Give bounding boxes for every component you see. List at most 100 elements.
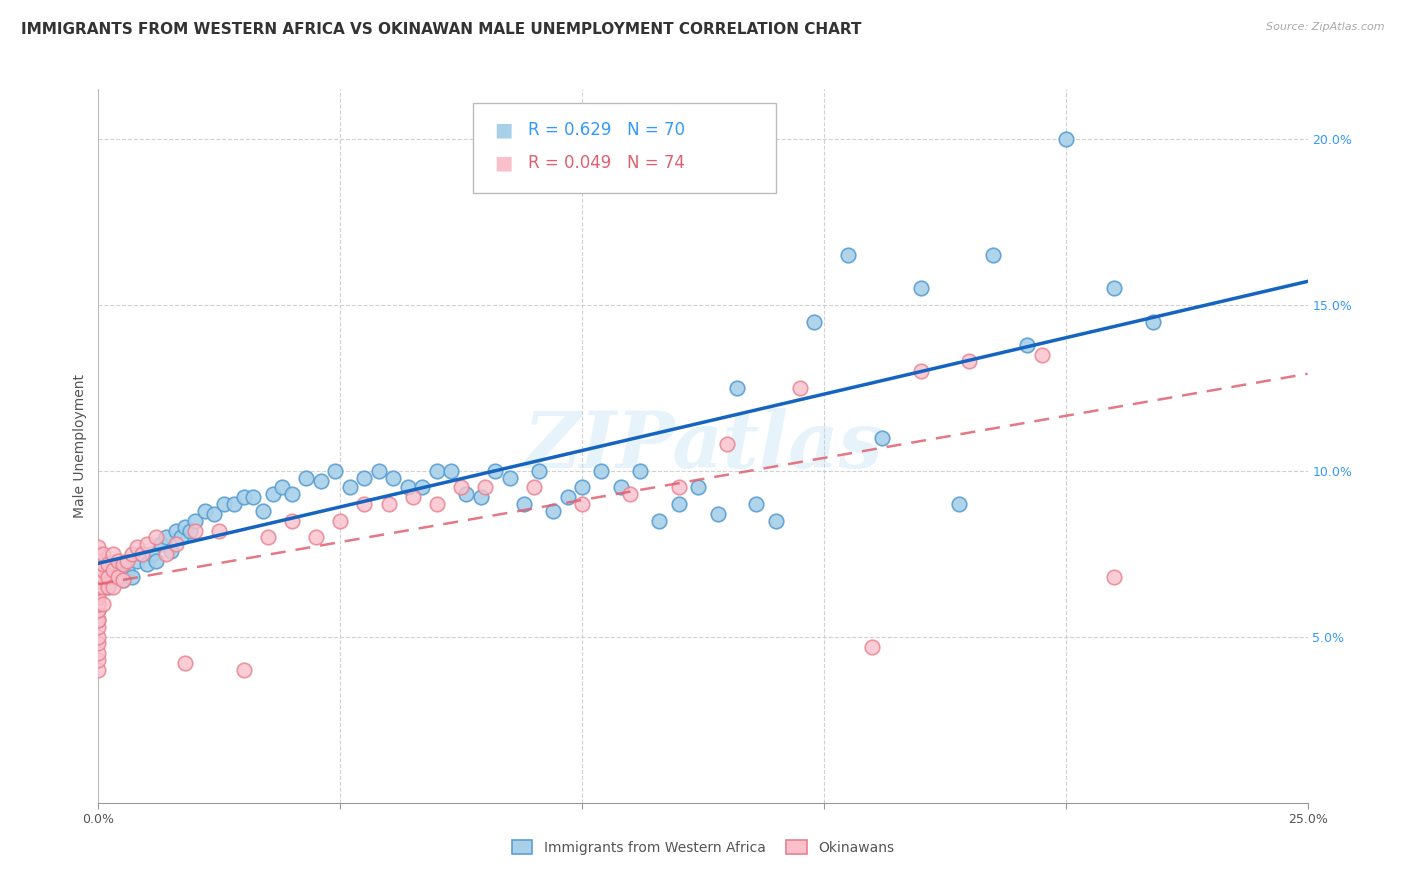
Point: [870, 431, 893, 445]
Point: [571, 497, 593, 511]
Point: [127, 553, 149, 567]
Point: [368, 464, 391, 478]
Point: [256, 530, 278, 544]
Point: [281, 487, 304, 501]
Point: [527, 464, 550, 478]
FancyBboxPatch shape: [474, 103, 776, 193]
Point: [107, 570, 129, 584]
Point: [1102, 281, 1125, 295]
Point: [141, 547, 163, 561]
Point: [87, 574, 110, 588]
Text: ■: ■: [494, 120, 512, 139]
Point: [910, 281, 932, 295]
Point: [305, 530, 328, 544]
Point: [87, 636, 110, 650]
Point: [111, 574, 134, 588]
Point: [87, 663, 110, 677]
Point: [87, 547, 110, 561]
Point: [765, 514, 787, 528]
Point: [571, 481, 593, 495]
Point: [174, 520, 197, 534]
Point: [107, 553, 129, 567]
Point: [97, 570, 120, 584]
Point: [353, 497, 375, 511]
Point: [194, 504, 217, 518]
Point: [668, 481, 690, 495]
Point: [208, 524, 231, 538]
Point: [1015, 338, 1038, 352]
Point: [610, 481, 633, 495]
Point: [117, 564, 139, 578]
Point: [860, 640, 883, 654]
Point: [165, 537, 187, 551]
Point: [1102, 570, 1125, 584]
Point: [232, 663, 254, 677]
Point: [948, 497, 970, 511]
Point: [87, 590, 110, 604]
Point: [174, 657, 197, 671]
Point: [382, 470, 405, 484]
Point: [91, 557, 114, 571]
Point: [155, 530, 177, 544]
Point: [87, 653, 110, 667]
Point: [523, 481, 546, 495]
Text: ZIPatlas: ZIPatlas: [523, 408, 883, 484]
Point: [204, 507, 226, 521]
Point: [91, 580, 114, 594]
Point: [135, 557, 157, 571]
Point: [87, 587, 110, 601]
Point: [513, 497, 536, 511]
Point: [1031, 348, 1053, 362]
Text: R = 0.629   N = 70: R = 0.629 N = 70: [527, 121, 685, 139]
Point: [329, 514, 352, 528]
Point: [145, 530, 167, 544]
Point: [87, 597, 110, 611]
Point: [541, 504, 564, 518]
Point: [377, 497, 399, 511]
Point: [498, 470, 520, 484]
Point: [87, 597, 110, 611]
Point: [474, 481, 496, 495]
Point: [87, 603, 110, 617]
Point: [325, 464, 347, 478]
Point: [232, 491, 254, 505]
Point: [97, 580, 120, 594]
Point: [396, 481, 419, 495]
Point: [131, 547, 153, 561]
Text: IMMIGRANTS FROM WESTERN AFRICA VS OKINAWAN MALE UNEMPLOYMENT CORRELATION CHART: IMMIGRANTS FROM WESTERN AFRICA VS OKINAW…: [21, 22, 862, 37]
Point: [169, 530, 191, 544]
Point: [981, 248, 1004, 262]
Point: [97, 557, 120, 571]
Point: [101, 547, 124, 561]
Point: [591, 464, 613, 478]
Point: [222, 497, 245, 511]
Point: [426, 464, 449, 478]
Point: [470, 491, 492, 505]
Point: [87, 540, 110, 554]
Point: [619, 487, 641, 501]
Point: [117, 553, 139, 567]
Point: [803, 314, 825, 328]
Point: [150, 537, 173, 551]
Point: [725, 381, 748, 395]
Point: [91, 564, 114, 578]
Point: [184, 514, 207, 528]
Point: [91, 547, 114, 561]
Point: [454, 487, 477, 501]
Point: [402, 491, 425, 505]
Point: [1054, 132, 1077, 146]
Point: [688, 481, 710, 495]
Point: [242, 491, 264, 505]
Point: [87, 580, 110, 594]
Point: [262, 487, 284, 501]
Point: [557, 491, 579, 505]
Point: [910, 364, 932, 378]
Point: [155, 547, 177, 561]
Point: [87, 553, 110, 567]
Legend: Immigrants from Western Africa, Okinawans: Immigrants from Western Africa, Okinawan…: [506, 834, 900, 860]
Point: [281, 514, 304, 528]
Point: [957, 354, 980, 368]
Point: [121, 570, 143, 584]
Point: [271, 481, 294, 495]
Point: [91, 570, 114, 584]
